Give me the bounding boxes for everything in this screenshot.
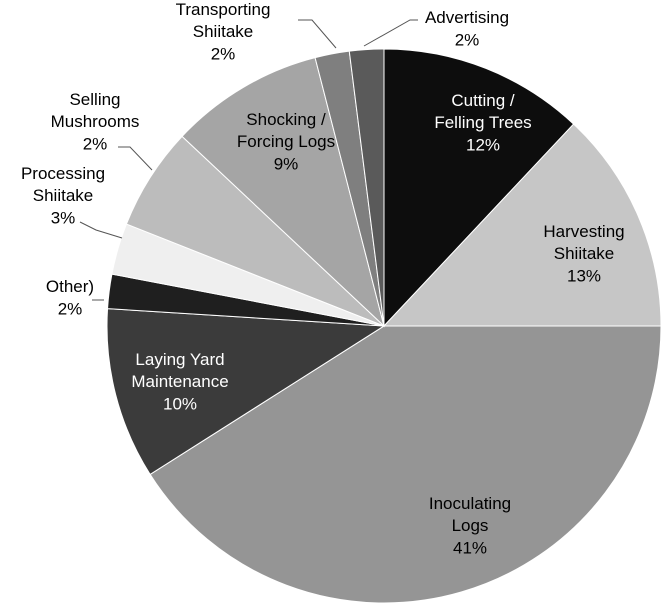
label-line: Felling Trees bbox=[434, 113, 531, 132]
label-line: Advertising bbox=[425, 8, 509, 27]
label-line: Shiitake bbox=[33, 186, 93, 205]
value-label: 41% bbox=[453, 538, 487, 557]
value-label: 10% bbox=[163, 394, 197, 413]
pie-slice bbox=[181, 57, 385, 328]
slice-label: Advertising bbox=[425, 8, 509, 27]
leader-line bbox=[118, 146, 153, 171]
slice-label: Inoculating Logs bbox=[429, 494, 511, 535]
label-line: Laying Yard bbox=[135, 350, 224, 369]
label-line: Inoculating bbox=[429, 494, 511, 513]
slice-label: Cutting / Felling Trees bbox=[434, 91, 531, 132]
label-line: Shocking / bbox=[246, 110, 326, 129]
value-label: 2% bbox=[211, 44, 236, 63]
label-line: Cutting / bbox=[451, 91, 515, 110]
label-line: Selling bbox=[69, 90, 120, 109]
slice-label: Other) bbox=[46, 277, 94, 296]
pie-slice bbox=[348, 48, 385, 327]
label-line: Forcing Logs bbox=[237, 132, 335, 151]
value-label: 13% bbox=[567, 266, 601, 285]
slice-label: Shocking / Forcing Logs bbox=[237, 110, 335, 151]
value-label: 9% bbox=[274, 154, 299, 173]
label-line: Processing bbox=[21, 164, 105, 183]
label-line: Mushrooms bbox=[51, 112, 140, 131]
slice-label: Transporting Shiitake bbox=[176, 0, 271, 41]
slice-label: Harvesting Shiitake bbox=[543, 222, 624, 263]
pie-slice bbox=[383, 48, 575, 328]
value-label: 2% bbox=[455, 30, 480, 49]
slice-label: Selling Mushrooms bbox=[51, 90, 140, 131]
value-label: 12% bbox=[466, 135, 500, 154]
label-line: Harvesting bbox=[543, 222, 624, 241]
label-line: Other) bbox=[46, 277, 94, 296]
slice-label: Processing Shiitake bbox=[21, 164, 105, 205]
value-label: 2% bbox=[83, 134, 108, 153]
label-line: Maintenance bbox=[131, 372, 228, 391]
leader-line bbox=[363, 19, 418, 47]
pie-slice bbox=[149, 325, 661, 604]
leader-line bbox=[79, 221, 123, 239]
value-label: 2% bbox=[58, 299, 83, 318]
label-line: Logs bbox=[452, 516, 489, 535]
value-label: 3% bbox=[51, 208, 76, 227]
leader-line bbox=[298, 19, 337, 49]
pie-slice bbox=[106, 308, 386, 476]
label-line: Transporting bbox=[176, 0, 271, 19]
label-line: Shiitake bbox=[554, 244, 614, 263]
pie-slice bbox=[382, 123, 661, 327]
slice-label: Laying Yard Maintenance bbox=[131, 350, 228, 391]
label-line: Shiitake bbox=[193, 22, 253, 41]
